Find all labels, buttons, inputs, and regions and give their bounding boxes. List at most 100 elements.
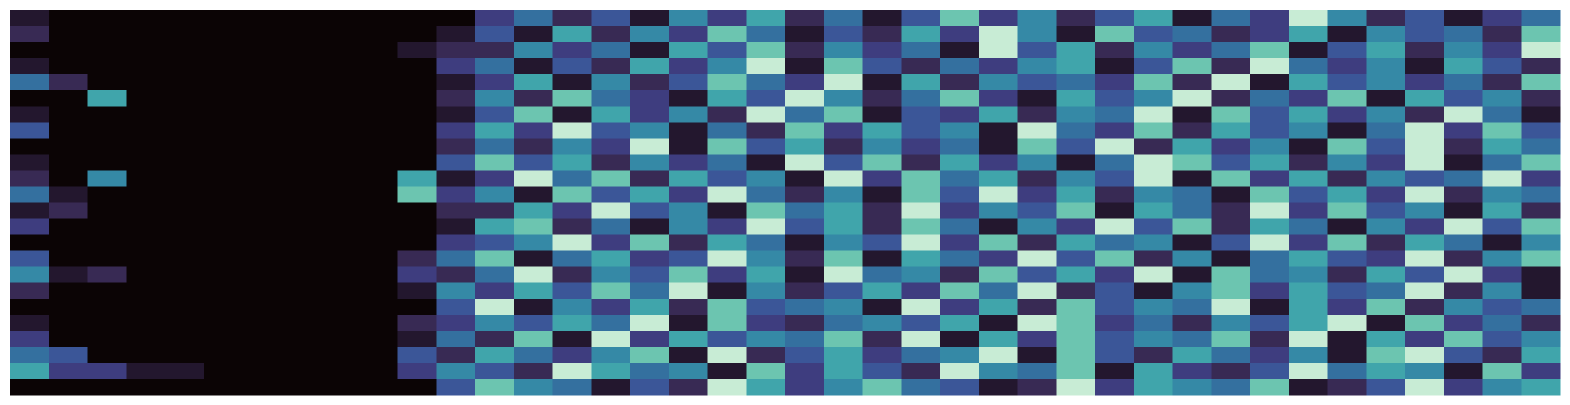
heatmap-cell	[242, 90, 282, 107]
heatmap-cell	[1133, 138, 1173, 155]
heatmap-cell	[1133, 170, 1173, 187]
heatmap-cell	[1056, 282, 1096, 300]
heatmap-cell	[48, 250, 88, 268]
heatmap-cell	[242, 298, 282, 316]
heatmap-cell	[1133, 266, 1173, 284]
heatmap-cell	[475, 314, 515, 332]
heatmap-cell	[1056, 58, 1096, 75]
heatmap-cell	[358, 234, 398, 252]
heatmap-cell	[785, 58, 825, 75]
heatmap-cell	[823, 362, 863, 380]
heatmap-cell	[823, 170, 863, 187]
heatmap-cell	[1095, 138, 1135, 155]
heatmap-cell	[126, 330, 166, 348]
heatmap-cell	[862, 314, 902, 332]
heatmap-cell	[48, 346, 88, 364]
heatmap-cell	[707, 250, 747, 268]
heatmap-cell	[320, 90, 360, 107]
heatmap-cell	[707, 186, 747, 203]
heatmap-cell	[591, 362, 631, 380]
heatmap-cell	[1017, 346, 1057, 364]
heatmap-cell	[1521, 138, 1561, 155]
heatmap-cell	[126, 314, 166, 332]
heatmap-cell	[126, 106, 166, 123]
heatmap-cell	[165, 250, 205, 268]
heatmap-cell	[1250, 58, 1290, 75]
heatmap-cell	[552, 202, 592, 220]
heatmap-cell	[862, 218, 902, 236]
heatmap-cell	[1288, 330, 1328, 348]
heatmap-cell	[1482, 170, 1522, 187]
heatmap-cell	[630, 330, 670, 348]
heatmap-cell	[1482, 218, 1522, 236]
heatmap-cell	[397, 218, 437, 236]
heatmap-cell	[785, 90, 825, 107]
heatmap-cell	[1056, 138, 1096, 155]
heatmap-cell	[87, 218, 127, 236]
heatmap-cell	[940, 202, 980, 220]
heatmap-cell	[320, 346, 360, 364]
heatmap-cell	[1327, 154, 1367, 171]
heatmap-cell	[862, 266, 902, 284]
heatmap-cell	[1288, 154, 1328, 171]
heatmap-cell	[1521, 74, 1561, 91]
heatmap-cell	[901, 170, 941, 187]
heatmap-cell	[1172, 314, 1212, 332]
heatmap-cell	[1443, 330, 1483, 348]
heatmap-cell	[281, 106, 321, 123]
heatmap-cell	[1250, 330, 1290, 348]
heatmap-cell	[165, 122, 205, 139]
heatmap-cell	[1443, 202, 1483, 220]
heatmap-cell	[668, 42, 708, 59]
heatmap-cell	[940, 106, 980, 123]
heatmap-cell	[513, 58, 553, 75]
heatmap-cell	[165, 74, 205, 91]
heatmap-cell	[48, 58, 88, 75]
heatmap-cell	[1443, 58, 1483, 75]
heatmap-cell	[1482, 106, 1522, 123]
heatmap-cell	[436, 154, 476, 171]
heatmap-cell	[668, 282, 708, 300]
heatmap-cell	[862, 186, 902, 203]
heatmap-cell	[397, 378, 437, 396]
heatmap-cell	[397, 58, 437, 75]
heatmap-cell	[126, 154, 166, 171]
heatmap-cell	[978, 282, 1018, 300]
heatmap-cell	[746, 250, 786, 268]
heatmap-cell	[746, 330, 786, 348]
heatmap-cell	[1405, 74, 1445, 91]
heatmap-cell	[320, 314, 360, 332]
heatmap-cell	[513, 138, 553, 155]
heatmap-cell	[48, 170, 88, 187]
heatmap-cell	[397, 122, 437, 139]
heatmap-cell	[630, 202, 670, 220]
heatmap-cell	[513, 154, 553, 171]
heatmap-cell	[1017, 42, 1057, 59]
heatmap-cell	[10, 202, 50, 220]
heatmap-cell	[1250, 378, 1290, 396]
heatmap-cell	[281, 10, 321, 27]
heatmap-cell	[10, 154, 50, 171]
heatmap-cell	[320, 202, 360, 220]
heatmap-cell	[1250, 138, 1290, 155]
heatmap-cell	[1327, 362, 1367, 380]
heatmap-cell	[1327, 346, 1367, 364]
heatmap-cell	[475, 10, 515, 27]
heatmap-cell	[1250, 250, 1290, 268]
heatmap-cell	[1095, 346, 1135, 364]
heatmap-cell	[668, 58, 708, 75]
heatmap-cell	[1172, 138, 1212, 155]
heatmap-cell	[1405, 282, 1445, 300]
heatmap-cell	[978, 218, 1018, 236]
heatmap-cell	[707, 42, 747, 59]
heatmap-cell	[475, 346, 515, 364]
heatmap-cell	[165, 154, 205, 171]
heatmap-cell	[87, 122, 127, 139]
heatmap-cell	[552, 58, 592, 75]
heatmap-cell	[823, 154, 863, 171]
heatmap-cell	[1327, 298, 1367, 316]
heatmap-cell	[1443, 10, 1483, 27]
heatmap-cell	[1405, 202, 1445, 220]
heatmap-cell	[165, 362, 205, 380]
heatmap-cell	[281, 122, 321, 139]
